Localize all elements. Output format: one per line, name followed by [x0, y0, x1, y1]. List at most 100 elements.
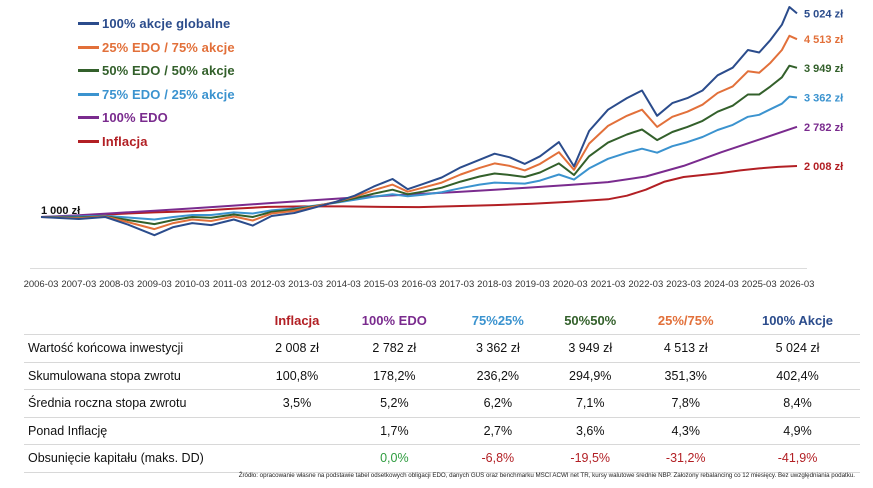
table-column-header: 25%/75% — [657, 312, 714, 328]
table-row-label: Obsunięcie kapitału (maks. DD) — [24, 444, 257, 473]
legend-swatch — [78, 45, 99, 49]
legend-label: 75% EDO / 25% akcje — [102, 86, 235, 102]
legend-item: 75% EDO / 25% akcje — [78, 83, 235, 107]
table-column-header: 100% Akcje — [761, 312, 834, 328]
x-tick-label: 2018-03 — [477, 279, 512, 290]
table-cell: 3 949 zł — [544, 334, 637, 362]
x-tick-label: 2009-03 — [137, 279, 172, 290]
legend-item: 50% EDO / 50% akcje — [78, 59, 235, 83]
series-end-label: 4 513 zł — [804, 34, 843, 46]
series-line — [40, 6, 798, 237]
table-row-label: Średnia roczna stopa zwrotu — [24, 389, 257, 417]
x-tick-label: 2007-03 — [61, 279, 96, 290]
x-tick-label: 2013-03 — [288, 279, 323, 290]
series-end-label: 3 949 zł — [804, 63, 843, 75]
table-column-header: 75%25% — [471, 312, 524, 328]
x-tick-label: 2011-03 — [213, 279, 247, 290]
table-cell: 3,6% — [544, 416, 637, 445]
table-cell: -31,2% — [636, 444, 736, 473]
table-column-header: 50%50% — [564, 312, 617, 328]
table-cell — [257, 444, 337, 473]
x-tick-label: 2019-03 — [515, 279, 550, 290]
table-cell: 2 782 zł — [337, 334, 452, 362]
legend-swatch — [78, 69, 99, 73]
table-cell: 5 024 zł — [735, 334, 860, 362]
table-row-label: Skumulowana stopa zwrotu — [24, 361, 257, 390]
table-cell: 4,3% — [636, 416, 736, 445]
table-cell: 402,4% — [735, 361, 860, 390]
legend-label: 100% akcje globalne — [102, 16, 231, 32]
table-cell: 4 513 zł — [636, 334, 736, 362]
table-row: Obsunięcie kapitału (maks. DD) 0,0% -6,8% -… — [24, 444, 860, 473]
legend-swatch — [78, 116, 99, 120]
table-cell: 8,4% — [735, 389, 860, 417]
table-cell: 2,7% — [451, 416, 545, 445]
series-line — [40, 64, 798, 226]
table-cell: 294,9% — [544, 361, 637, 390]
x-tick-label: 2026-03 — [780, 279, 815, 290]
x-tick-label: 2017-03 — [439, 279, 474, 290]
x-tick-label: 2012-03 — [250, 279, 285, 290]
legend-label: 25% EDO / 75% akcje — [102, 39, 235, 55]
table-row-label: Ponad Inflację — [24, 416, 257, 445]
table-cell: 3 362 zł — [451, 334, 545, 362]
table-cell: 178,2% — [337, 361, 452, 390]
x-tick-label: 2021-03 — [591, 279, 626, 290]
series-line — [40, 34, 798, 231]
table-row: Skumulowana stopa zwrotu 100,8% 178,2% 236,… — [24, 361, 860, 390]
x-tick-label: 2023-03 — [666, 279, 701, 290]
x-tick-label: 2016-03 — [402, 279, 437, 290]
x-tick-label: 2015-03 — [364, 279, 399, 290]
x-tick-label: 2024-03 — [704, 279, 739, 290]
table-cell: -6,8% — [451, 444, 545, 473]
series-end-label: 5 024 zł — [804, 8, 843, 20]
table-row-label: Wartość końcowa inwestycji — [24, 334, 257, 362]
table-cell: 6,2% — [451, 389, 545, 417]
table-cell: 351,3% — [636, 361, 736, 390]
table-cell: 7,1% — [544, 389, 637, 417]
table-row: Średnia roczna stopa zwrotu 3,5% 5,2% 6,2% 7… — [24, 389, 860, 417]
series-end-label: 2 008 zł — [804, 161, 843, 173]
legend-label: 50% EDO / 50% akcje — [102, 63, 235, 79]
x-tick-label: 2020-03 — [553, 279, 588, 290]
legend-swatch — [78, 22, 99, 26]
table-cell: 7,8% — [636, 389, 736, 417]
start-value-label: 1 000 zł — [41, 205, 80, 217]
x-tick-label: 2008-03 — [99, 279, 134, 290]
table-corner — [24, 306, 257, 335]
table-row: Wartość końcowa inwestycji 2 008 zł 2 782 … — [24, 334, 860, 362]
chart-legend: 100% akcje globalne 25% EDO / 75% akcje 50… — [78, 12, 235, 153]
x-tick-label: 2014-03 — [326, 279, 361, 290]
legend-item: 100% akcje globalne — [78, 12, 235, 36]
series-line — [40, 95, 798, 221]
table-cell: -41,9% — [735, 444, 860, 473]
x-tick-label: 2025-03 — [742, 279, 777, 290]
summary-table: Inflacja 100% EDO 75%25% 50%50% 25%/75% 100% … — [24, 306, 860, 473]
table-row: Ponad Inflację 1,7% 2,7% 3,6% 4,3% 4,9% — [24, 416, 860, 445]
table-cell: 1,7% — [337, 416, 452, 445]
series-line — [40, 125, 798, 218]
legend-item: 25% EDO / 75% akcje — [78, 36, 235, 60]
table-header-row: Inflacja 100% EDO 75%25% 50%50% 25%/75% 100% … — [24, 306, 860, 335]
table-cell: 100,8% — [257, 361, 337, 390]
legend-swatch — [78, 92, 99, 96]
legend-item: 100% EDO — [78, 106, 235, 130]
series-line — [40, 165, 798, 218]
table-cell: 4,9% — [735, 416, 860, 445]
x-tick-label: 2022-03 — [628, 279, 663, 290]
series-end-label: 2 782 zł — [804, 122, 843, 134]
table-column-header: Inflacja — [274, 312, 320, 328]
legend-label: 100% EDO — [102, 110, 168, 126]
table-cell: 5,2% — [337, 389, 452, 417]
legend-item: Inflacja — [78, 130, 235, 154]
x-tick-label: 2010-03 — [175, 279, 210, 290]
table-cell: 0,0% — [337, 444, 452, 473]
line-chart: 2006-03 2007-03 2008-03 2009-03 2010-03 2011-… — [24, 6, 843, 290]
table-cell: 236,2% — [451, 361, 545, 390]
table-cell — [257, 416, 337, 445]
series-end-label: 3 362 zł — [804, 92, 843, 104]
table-cell: -19,5% — [544, 444, 637, 473]
legend-label: Inflacja — [102, 133, 148, 149]
source-note: Źródło: opracowanie własne na podstawie … — [238, 472, 855, 479]
legend-swatch — [78, 139, 99, 143]
